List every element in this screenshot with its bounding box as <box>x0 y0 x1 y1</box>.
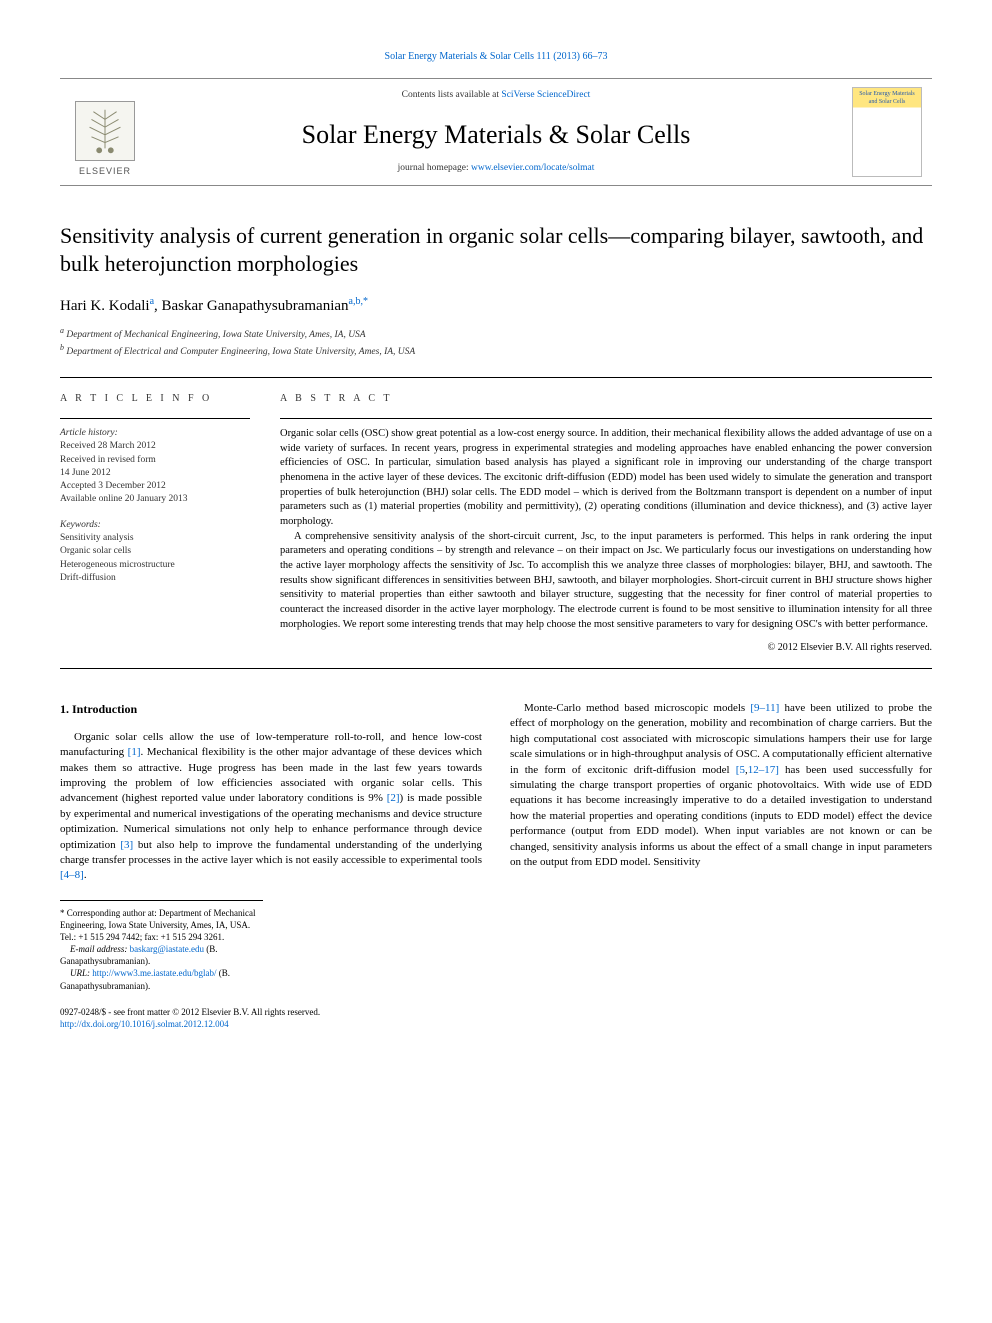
masthead-center: Contents lists available at SciVerse Sci… <box>150 79 842 186</box>
email-link[interactable]: baskarg@iastate.edu <box>130 944 204 954</box>
text-run: has been used successfully for simulatin… <box>510 764 932 868</box>
affil-mark: a <box>60 326 64 335</box>
keyword: Organic solar cells <box>60 545 250 558</box>
section-heading: 1. Introduction <box>60 701 482 718</box>
divider <box>60 668 932 669</box>
keywords-label: Keywords: <box>60 519 250 532</box>
keyword: Drift-diffusion <box>60 572 250 585</box>
url-label: URL: <box>70 968 92 978</box>
text-run: Monte-Carlo method based microscopic mod… <box>524 702 750 714</box>
ref-link[interactable]: [2] <box>387 792 400 804</box>
contents-prefix: Contents lists available at <box>402 90 502 100</box>
body-paragraph: Monte-Carlo method based microscopic mod… <box>510 701 932 870</box>
ref-link[interactable]: [1] <box>128 746 141 758</box>
running-citation: Solar Energy Materials & Solar Cells 111… <box>60 50 932 64</box>
abstract-heading: A B S T R A C T <box>280 392 932 406</box>
history-line: Received in revised form <box>60 454 250 467</box>
info-abstract-row: A R T I C L E I N F O Article history: R… <box>60 392 932 654</box>
keywords-block: Keywords: Sensitivity analysis Organic s… <box>60 519 250 585</box>
ref-link[interactable]: 12–17] <box>748 764 779 776</box>
introduction-section: 1. Introduction Organic solar cells allo… <box>60 701 932 884</box>
citation-link[interactable]: Solar Energy Materials & Solar Cells 111… <box>385 51 608 62</box>
history-line: 14 June 2012 <box>60 467 250 480</box>
history-line: Received 28 March 2012 <box>60 440 250 453</box>
author-name: Hari K. Kodali <box>60 298 150 314</box>
contents-available-line: Contents lists available at SciVerse Sci… <box>160 89 832 102</box>
doi-link[interactable]: http://dx.doi.org/10.1016/j.solmat.2012.… <box>60 1019 229 1029</box>
ref-link[interactable]: [9–11] <box>750 702 779 714</box>
affil-text: Department of Mechanical Engineering, Io… <box>66 331 365 341</box>
abstract-column: A B S T R A C T Organic solar cells (OSC… <box>280 392 932 654</box>
bottom-meta: 0927-0248/$ - see front matter © 2012 El… <box>60 1006 932 1030</box>
abstract-paragraph: Organic solar cells (OSC) show great pot… <box>280 427 932 530</box>
text-run: . <box>84 869 87 881</box>
author-affil-mark[interactable]: a,b,* <box>349 296 368 307</box>
issn-line: 0927-0248/$ - see front matter © 2012 El… <box>60 1006 932 1018</box>
body-paragraph: Organic solar cells allow the use of low… <box>60 730 482 884</box>
journal-homepage-line: journal homepage: www.elsevier.com/locat… <box>160 162 832 175</box>
author: Baskar Ganapathysubramaniana,b,* <box>162 298 368 314</box>
abstract-paragraph: A comprehensive sensitivity analysis of … <box>280 530 932 633</box>
journal-title: Solar Energy Materials & Solar Cells <box>160 117 832 152</box>
article-history: Article history: Received 28 March 2012 … <box>60 427 250 507</box>
ref-link[interactable]: [5 <box>736 764 745 776</box>
author-name: Baskar Ganapathysubramanian <box>162 298 349 314</box>
divider <box>280 418 932 419</box>
sciencedirect-link[interactable]: SciVerse ScienceDirect <box>501 90 590 100</box>
author: Hari K. Kodalia <box>60 298 154 314</box>
elsevier-tree-icon <box>75 101 135 161</box>
article-info-heading: A R T I C L E I N F O <box>60 392 250 406</box>
article-title: Sensitivity analysis of current generati… <box>60 222 932 277</box>
author-list: Hari K. Kodalia, Baskar Ganapathysubrama… <box>60 295 932 316</box>
keyword: Sensitivity analysis <box>60 532 250 545</box>
journal-homepage-link[interactable]: www.elsevier.com/locate/solmat <box>471 163 594 173</box>
history-line: Available online 20 January 2013 <box>60 493 250 506</box>
ref-link[interactable]: [4–8] <box>60 869 84 881</box>
url-line: URL: http://www3.me.iastate.edu/bglab/ (… <box>60 967 263 991</box>
history-line: Accepted 3 December 2012 <box>60 480 250 493</box>
divider <box>60 418 250 419</box>
journal-masthead: ELSEVIER Contents lists available at Sci… <box>60 78 932 187</box>
divider <box>60 377 932 378</box>
history-label: Article history: <box>60 427 250 440</box>
publisher-name: ELSEVIER <box>79 165 131 177</box>
homepage-prefix: journal homepage: <box>398 163 471 173</box>
footnotes: * Corresponding author at: Department of… <box>60 900 263 992</box>
affiliation: a Department of Mechanical Engineering, … <box>60 326 932 342</box>
affil-mark: b <box>60 343 64 352</box>
corresponding-author-note: * Corresponding author at: Department of… <box>60 907 263 943</box>
affiliation-list: a Department of Mechanical Engineering, … <box>60 326 932 359</box>
publisher-logo-block: ELSEVIER <box>60 79 150 186</box>
journal-cover-block: Solar Energy Materials and Solar Cells <box>842 79 932 186</box>
abstract-copyright: © 2012 Elsevier B.V. All rights reserved… <box>280 641 932 655</box>
affiliation: b Department of Electrical and Computer … <box>60 343 932 359</box>
keyword: Heterogeneous microstructure <box>60 559 250 572</box>
journal-cover-thumbnail: Solar Energy Materials and Solar Cells <box>852 87 922 177</box>
affil-text: Department of Electrical and Computer En… <box>66 348 415 358</box>
ref-link[interactable]: [3] <box>120 839 133 851</box>
author-url-link[interactable]: http://www3.me.iastate.edu/bglab/ <box>92 968 216 978</box>
abstract-text: Organic solar cells (OSC) show great pot… <box>280 427 932 633</box>
author-affil-mark[interactable]: a <box>150 296 154 307</box>
article-info-column: A R T I C L E I N F O Article history: R… <box>60 392 250 654</box>
email-line: E-mail address: baskarg@iastate.edu (B. … <box>60 943 263 967</box>
email-label: E-mail address: <box>70 944 130 954</box>
